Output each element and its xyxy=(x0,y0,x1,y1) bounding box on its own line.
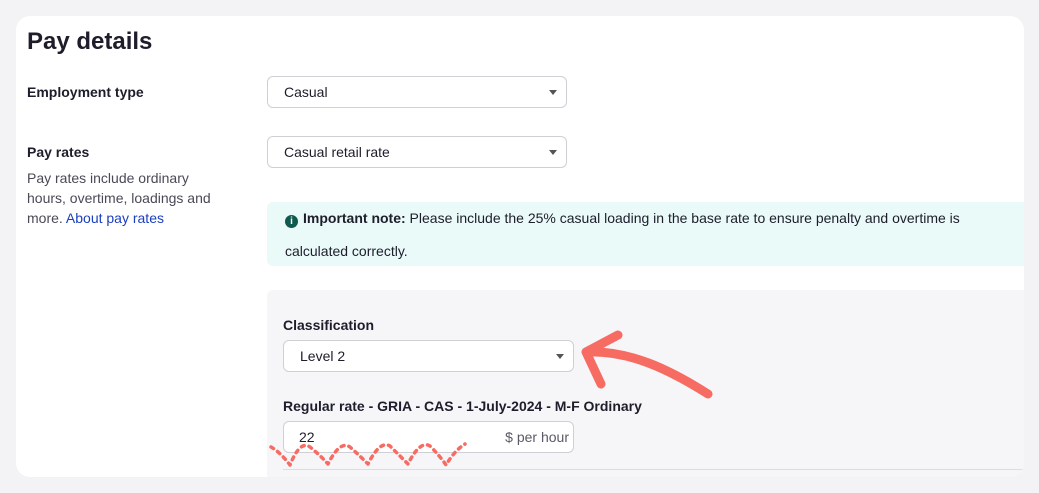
chevron-down-icon xyxy=(549,90,557,95)
page-title: Pay details xyxy=(27,28,153,55)
note-text: Please include the 25% casual loading in… xyxy=(285,210,960,259)
pay-rates-help-text: Pay rates include ordinary hours, overti… xyxy=(27,170,211,226)
employment-type-label: Employment type xyxy=(27,84,144,100)
important-note: i Important note: Please include the 25% … xyxy=(267,202,1024,266)
regular-rate-input[interactable]: 22 $ per hour xyxy=(283,421,574,453)
pay-details-card: Pay details Employment type Casual Pay r… xyxy=(16,16,1024,477)
pay-rates-label: Pay rates xyxy=(27,144,90,160)
classification-value: Level 2 xyxy=(300,348,346,364)
rate-unit: $ per hour xyxy=(505,429,569,445)
rate-section: Classification Level 2 Regular rate - GR… xyxy=(267,290,1024,477)
classification-label: Classification xyxy=(283,317,375,333)
chevron-down-icon xyxy=(549,150,557,155)
employment-type-select[interactable]: Casual xyxy=(267,76,567,108)
pay-rates-select[interactable]: Casual retail rate xyxy=(267,136,567,168)
arrow-annotation-icon xyxy=(581,330,713,399)
squiggle-annotation-icon xyxy=(269,442,467,467)
info-icon: i xyxy=(285,215,298,228)
employment-type-value: Casual xyxy=(284,84,328,100)
divider xyxy=(283,469,1024,470)
about-pay-rates-link[interactable]: About pay rates xyxy=(65,210,164,226)
classification-select[interactable]: Level 2 xyxy=(283,340,574,372)
chevron-down-icon xyxy=(556,354,564,359)
pay-rates-help: Pay rates include ordinary hours, overti… xyxy=(27,168,227,228)
note-title: Important note: xyxy=(303,210,406,226)
regular-rate-value: 22 xyxy=(299,429,315,445)
regular-rate-label: Regular rate - GRIA - CAS - 1-July-2024 … xyxy=(283,398,642,414)
pay-rates-value: Casual retail rate xyxy=(284,144,390,160)
